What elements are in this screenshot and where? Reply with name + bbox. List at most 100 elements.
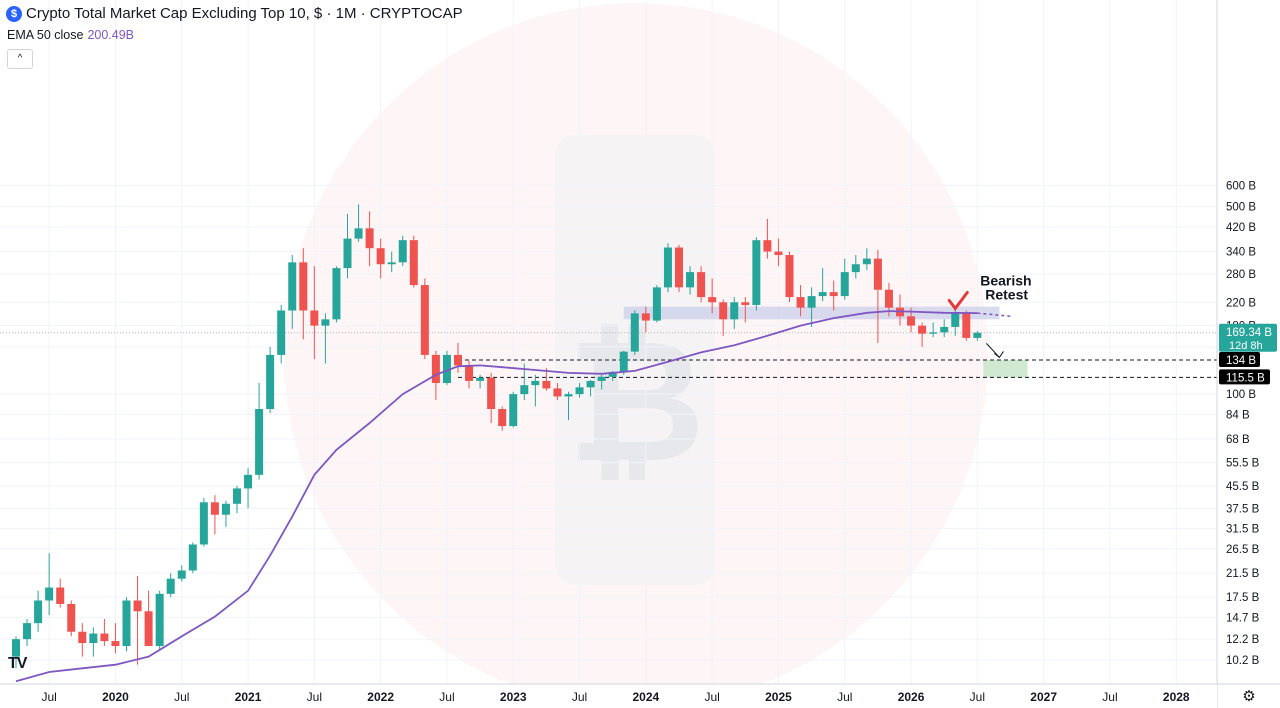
candle (531, 374, 540, 407)
price-tick-label: 500 B (1226, 202, 1256, 214)
candle (652, 285, 661, 323)
candle (487, 372, 496, 424)
candle-body (354, 228, 363, 239)
candle (840, 258, 849, 300)
candle-body (431, 354, 440, 384)
collapse-legend-button[interactable]: ^ (7, 49, 33, 69)
candle-body (122, 600, 131, 647)
candle-body (343, 238, 352, 269)
candle-body (697, 272, 706, 298)
candle (78, 623, 87, 657)
ema-value: 200.49B (87, 28, 135, 42)
candle-body (630, 313, 639, 352)
candle-body (155, 593, 164, 647)
candle (476, 374, 485, 389)
ema-legend[interactable]: EMA 50 close 200.49B (7, 28, 134, 42)
candle-body (597, 376, 606, 381)
candle-body (288, 262, 297, 311)
candle (719, 299, 728, 336)
price-tick-label: 340 B (1226, 247, 1256, 259)
time-tick-label: Jul (704, 690, 719, 704)
candle (354, 204, 363, 242)
candle-body (553, 388, 562, 397)
candle (365, 211, 374, 267)
candle-body (940, 326, 949, 333)
candle-body (586, 380, 595, 388)
candle (564, 391, 573, 421)
candle (619, 350, 628, 375)
candle (542, 368, 551, 391)
candle (310, 266, 319, 360)
candle (586, 379, 595, 397)
candle (376, 238, 385, 279)
price-tick-label: 12.2 B (1226, 634, 1260, 646)
cryptocap-logo-icon: $ (6, 5, 22, 22)
annotation-label-line2: Retest (985, 286, 1028, 302)
candle-body (763, 240, 772, 252)
candle (144, 590, 153, 647)
time-tick-label: 2026 (898, 690, 925, 704)
candle (398, 235, 407, 267)
candle-body (409, 240, 418, 286)
candle-body (199, 502, 208, 545)
price-tick-label: 220 B (1226, 297, 1256, 309)
candle-body (12, 639, 20, 657)
candle (741, 297, 750, 323)
candle-body (23, 623, 32, 640)
price-tick-label: 420 B (1226, 222, 1256, 234)
candle-body (520, 385, 529, 395)
candle (873, 249, 882, 344)
time-tick-label: 2024 (632, 690, 659, 704)
candle-body (884, 289, 893, 308)
candle-body (807, 296, 816, 308)
candle-body (708, 297, 717, 303)
time-tick-label: Jul (572, 690, 587, 704)
candle-body (608, 371, 617, 377)
candle-body (177, 570, 186, 579)
level-badge (1219, 369, 1270, 385)
candle-body (144, 611, 153, 647)
candle-body (266, 354, 275, 409)
candle (111, 623, 120, 654)
settings-gear-icon[interactable]: ⚙ (1242, 688, 1256, 705)
candle (918, 322, 927, 347)
candle (829, 280, 838, 311)
chart-header: $ Crypto Total Market Cap Excluding Top … (6, 5, 463, 22)
candle-body (321, 319, 330, 326)
candle (498, 406, 507, 431)
candle-body (45, 587, 54, 601)
time-tick-label: 2025 (765, 690, 792, 704)
candle-body (465, 365, 474, 381)
candle (708, 278, 717, 314)
candle-body (509, 394, 518, 427)
candle (199, 497, 208, 547)
candle (133, 575, 142, 665)
candle-body (862, 258, 871, 265)
candle-body (675, 247, 683, 288)
candle-body (442, 354, 451, 384)
candle (697, 266, 706, 303)
candle-body (277, 310, 286, 355)
candle-body (221, 503, 230, 515)
candle (851, 255, 860, 279)
countdown-label: 12d 8h (1229, 340, 1263, 352)
candle-body (619, 351, 628, 372)
candle (641, 306, 650, 333)
last-price-label: 169.34 B (1226, 327, 1272, 339)
candle-body (233, 488, 241, 504)
candle-body (34, 600, 43, 624)
candle-body (564, 394, 573, 397)
candle (862, 248, 871, 271)
time-tick-label: Jul (1102, 690, 1117, 704)
time-tick-label: 2021 (235, 690, 262, 704)
candle (67, 600, 76, 637)
candle (100, 619, 109, 647)
price-tick-label: 55.5 B (1226, 458, 1260, 470)
chart-title[interactable]: Crypto Total Market Cap Excluding Top 10… (26, 5, 463, 22)
candle (155, 590, 164, 650)
candle (12, 636, 20, 669)
candle (597, 374, 606, 390)
candle (255, 383, 264, 480)
candle-body (719, 302, 728, 320)
